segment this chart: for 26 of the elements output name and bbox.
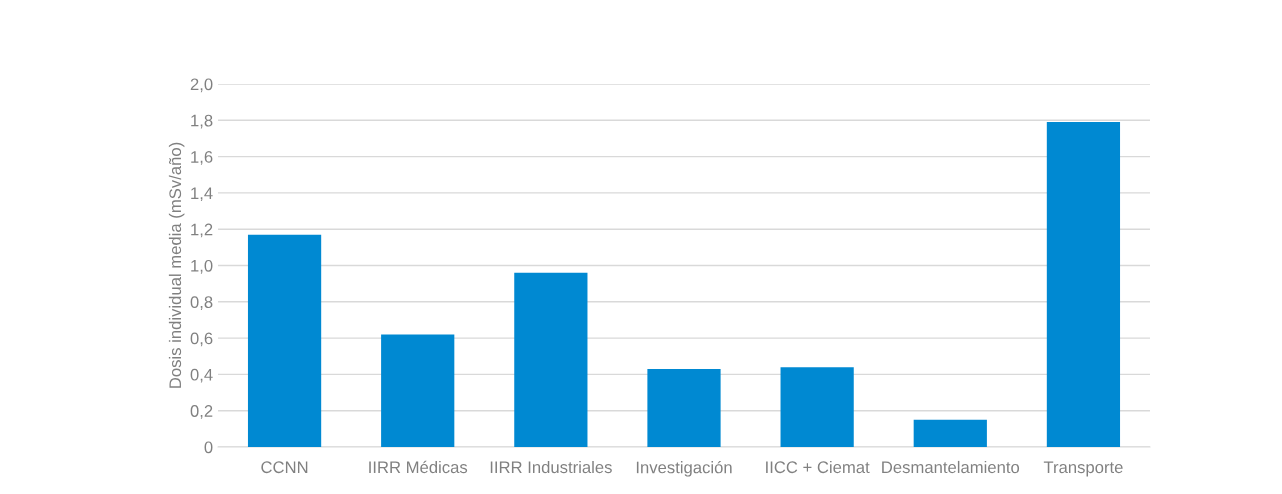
y-tick-label: 0,8: [190, 296, 213, 310]
bar: [780, 367, 854, 447]
y-tick-label: 0,4: [190, 368, 213, 383]
y-tick-label: 2,0: [190, 78, 213, 93]
y-tick-label: 1,0: [191, 259, 213, 274]
y-tick-label: 0,2: [190, 405, 213, 419]
y-tick-label: 1,6: [191, 151, 213, 165]
y-tick-label: 1,8: [191, 114, 213, 129]
x-tick-label: Transporte: [1043, 461, 1123, 477]
y-tick-label: 0: [204, 441, 213, 454]
x-tick-label: CCNN: [261, 461, 308, 474]
y-axis-title: Dosis individual media (mSv/año): [168, 142, 185, 388]
y-tick-label: 0,6: [190, 332, 213, 347]
x-tick-label: Investigación: [636, 460, 732, 477]
x-tick-label: Desmantelamiento: [882, 460, 1020, 474]
y-tick-label: 1,4: [191, 187, 213, 202]
x-tick-label: IIRR Médicas: [369, 460, 468, 474]
bar: [913, 419, 987, 447]
bar: [514, 272, 588, 447]
bar: [1046, 122, 1121, 447]
x-tick-label: IIRR Industriales: [490, 460, 612, 474]
bar: [647, 368, 721, 447]
bar: [381, 334, 455, 447]
y-tick-label: 1,2: [191, 223, 213, 238]
x-tick-label: IICC + Ciemat: [766, 460, 870, 474]
bar: [247, 234, 322, 447]
